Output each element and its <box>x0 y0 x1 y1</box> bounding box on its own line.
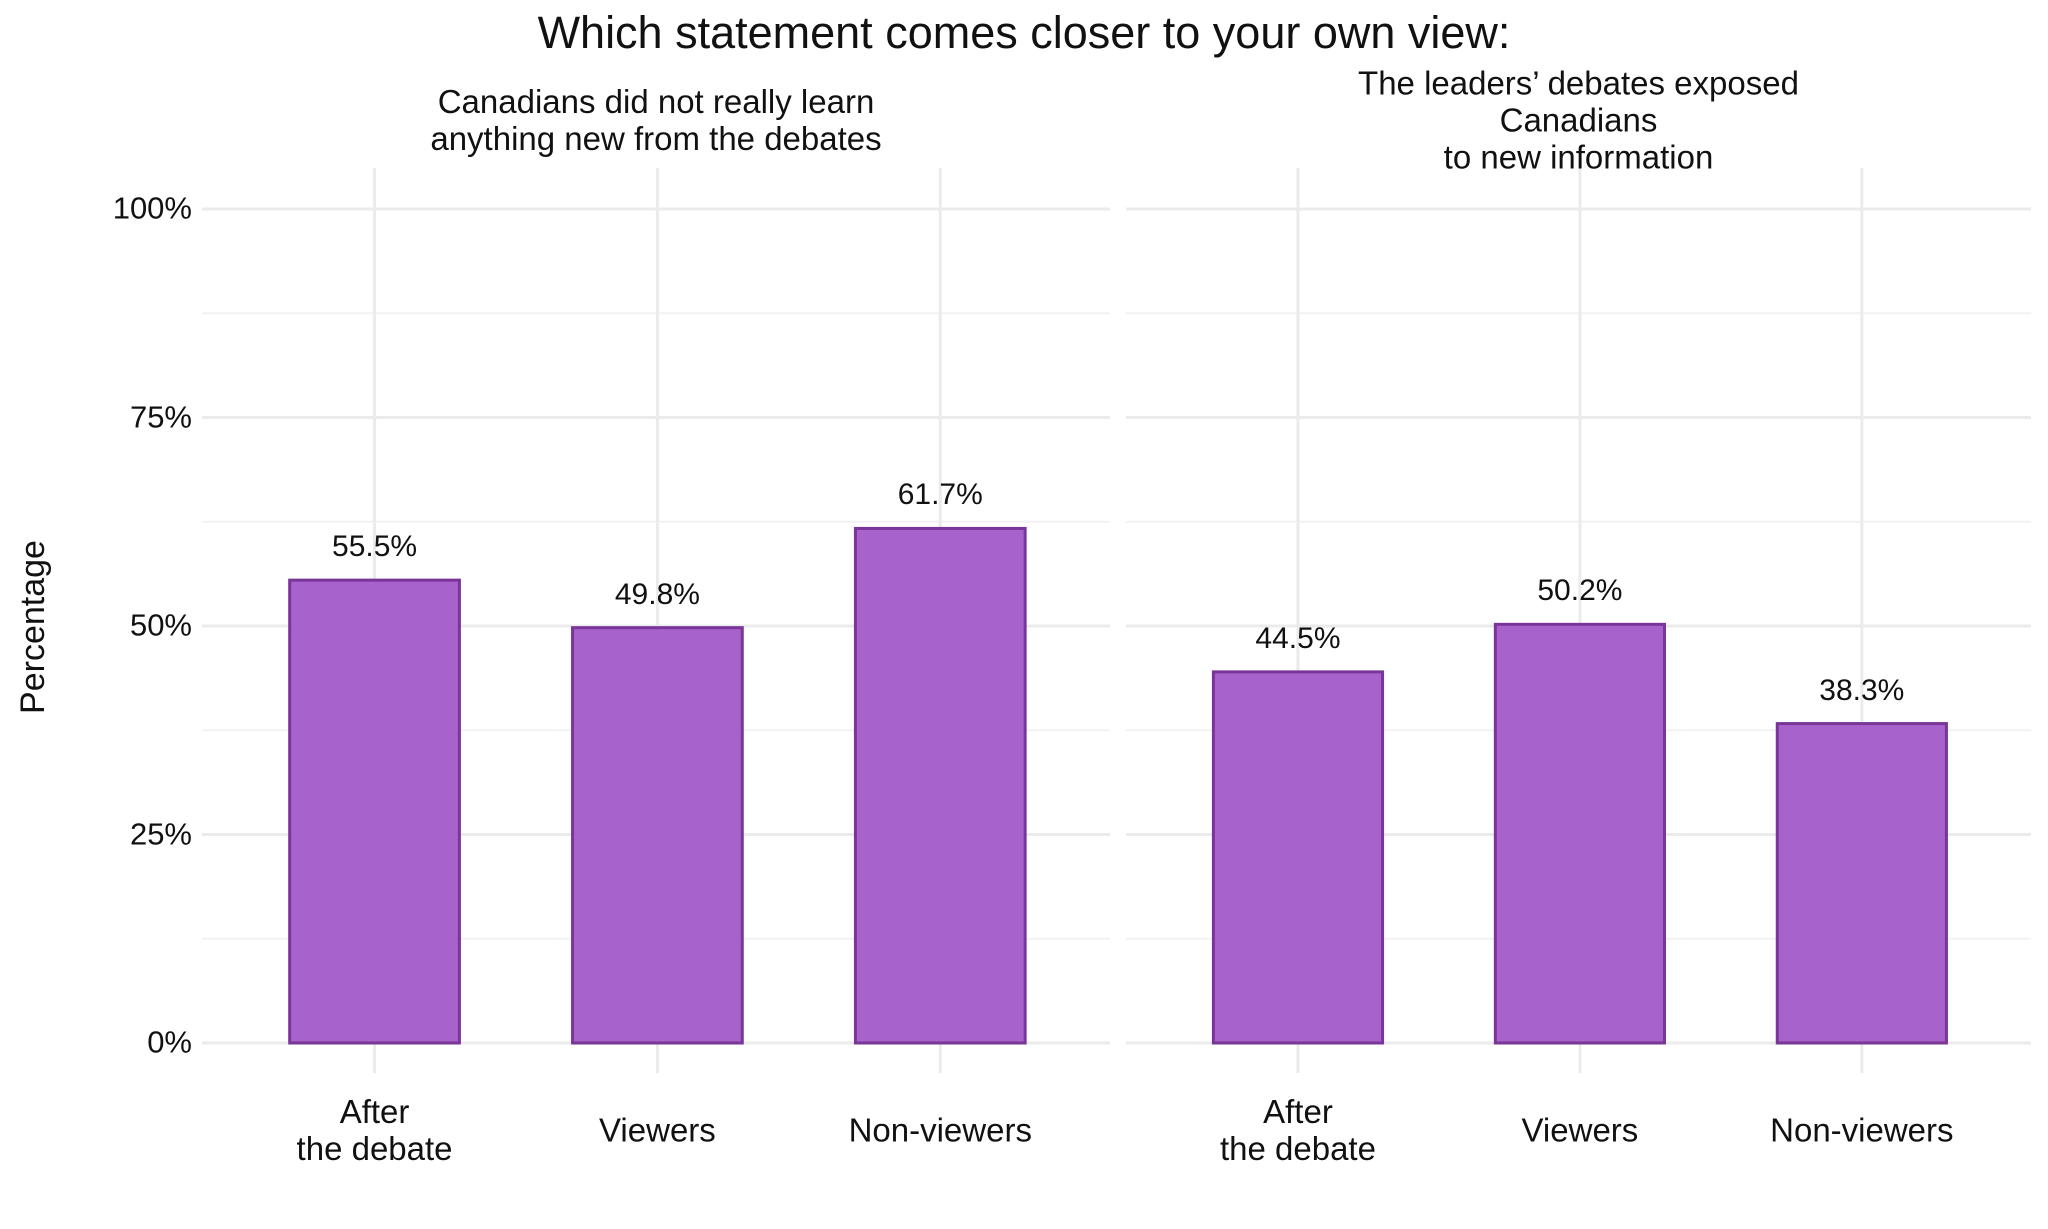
x-tick-label: Viewers <box>1521 1111 1639 1149</box>
bar <box>1775 722 1948 1045</box>
x-tick-label: Non-viewers <box>848 1111 1032 1149</box>
y-tick-label: 0% <box>147 1024 192 1060</box>
y-tick-label: 50% <box>129 607 192 643</box>
value-label: 55.5% <box>332 530 418 564</box>
y-tick-label: 25% <box>129 816 192 852</box>
value-label: 61.7% <box>897 478 983 512</box>
y-tick-label: 100% <box>112 190 192 226</box>
y-axis-label: Percentage <box>13 540 52 714</box>
value-label: 44.5% <box>1255 622 1341 656</box>
value-label: 49.8% <box>614 577 700 611</box>
bar <box>571 626 744 1045</box>
bar <box>853 526 1027 1045</box>
value-label: 50.2% <box>1537 574 1623 608</box>
bar <box>288 578 461 1045</box>
facet-title: Canadians did not really learn anything … <box>430 83 882 157</box>
x-tick-label: Viewers <box>599 1111 716 1149</box>
chart-title: Which statement comes closer to your own… <box>537 6 1511 58</box>
value-label: 38.3% <box>1819 673 1905 707</box>
y-tick-label: 75% <box>129 399 192 435</box>
bar <box>1493 622 1666 1045</box>
x-tick-label: After the debate <box>1219 1093 1376 1167</box>
x-tick-label: After the debate <box>296 1093 453 1167</box>
facet-title: The leaders’ debates exposed Canadians t… <box>1358 64 1799 176</box>
bar <box>1211 670 1385 1045</box>
x-tick-label: Non-viewers <box>1770 1111 1954 1149</box>
